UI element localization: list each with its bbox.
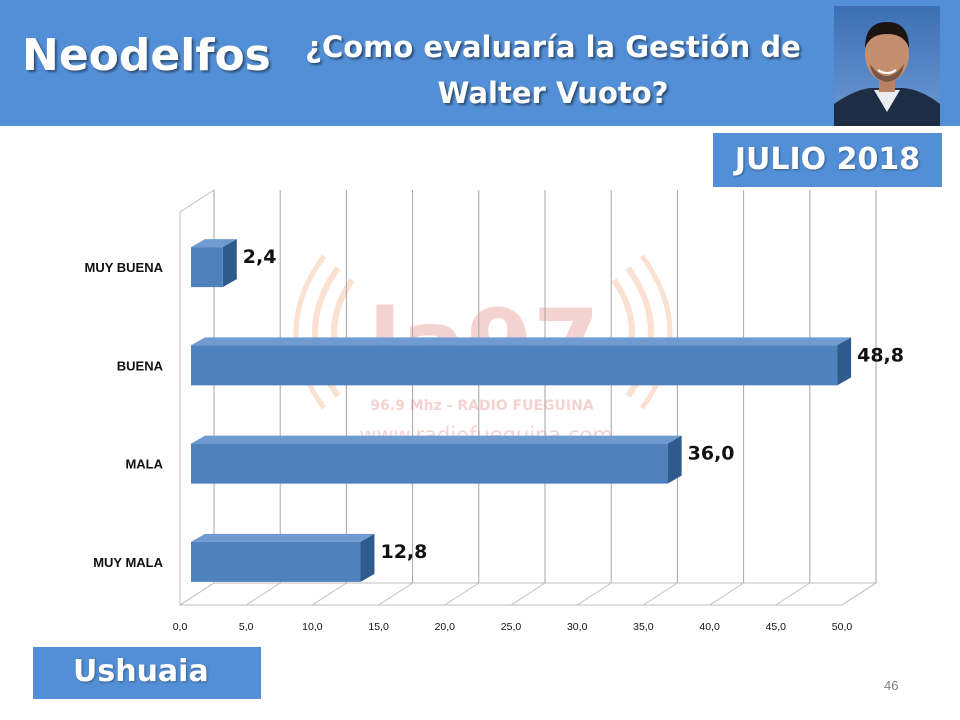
x-tick-label: 20,0 [435,621,456,633]
x-tick-label: 45,0 [766,621,787,633]
x-tick-label: 50,0 [832,621,853,633]
x-tick-label: 30,0 [567,621,588,633]
bar-top [191,533,375,542]
x-tick-label: 35,0 [633,621,654,633]
bar-side [222,239,237,288]
date-badge: JULIO 2018 [713,133,942,187]
bar [191,345,838,386]
data-label: 36,0 [688,443,735,465]
grid-floor-line [378,582,413,606]
bar-side [360,533,375,582]
grid-floor-line [444,582,480,606]
bar-side [837,337,852,386]
question-line-1: ¿Como evaluaría la Gestión de [305,30,801,64]
brand-title: Neodelfos [22,30,271,81]
grid-floor-line [179,582,215,606]
grid-floor-line [643,582,678,606]
bar-top [191,337,852,346]
header-banner: Neodelfos ¿Como evaluaría la Gestión de … [0,0,960,126]
bar [191,541,361,582]
question-title: ¿Como evaluaría la Gestión de Walter Vuo… [278,24,828,116]
plot-area: 0,0 5,0 10,0 15,0 20,0 25,0 30,0 35,0 40,0 45,0 50… [85,189,904,633]
question-line-2: Walter Vuoto? [437,76,669,110]
x-tick-label: 15,0 [368,621,389,633]
grid-floor-line [841,582,877,606]
grid-floor-line [510,582,546,606]
grid-floor-line [775,582,811,606]
grid-floor-line [576,582,612,606]
x-tick-label: 40,0 [699,621,720,633]
bar-top [191,435,682,444]
bar [191,247,223,288]
location-badge: Ushuaia [33,647,261,699]
category-label: MALA [125,457,163,472]
category-label: MUY MALA [93,555,163,570]
grid-floor-line [245,582,281,606]
x-tick-label: 10,0 [302,621,323,633]
data-label: 2,4 [243,246,277,268]
person-photo [834,6,940,126]
bar [191,443,668,484]
page-number: 46 [884,678,899,693]
bar-top [191,239,237,248]
x-tick-label: 5,0 [239,621,254,633]
grid-floor-line [709,582,744,606]
bar-side [667,435,682,484]
grid-floor-line [312,582,347,606]
category-label: MUY BUENA [85,260,164,275]
x-tick-label: 0,0 [173,621,188,633]
watermark-station: 96.9 Mhz - RADIO FUEGUINA [370,398,594,414]
data-label: 48,8 [857,344,904,366]
category-label: BUENA [117,358,164,373]
data-label: 12,8 [380,541,427,563]
x-tick-label: 25,0 [501,621,522,633]
